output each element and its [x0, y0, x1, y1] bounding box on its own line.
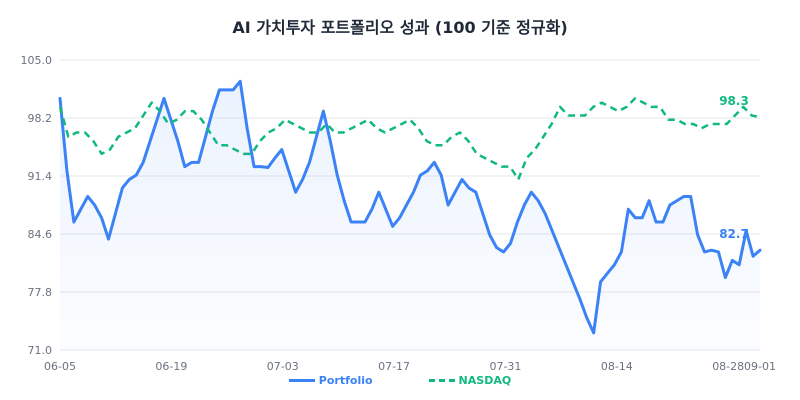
legend-item-nasdaq[interactable]: NASDAQ	[428, 374, 512, 387]
x-tick-label: 07-31	[489, 360, 521, 373]
y-axis-ticks: 71.0 77.8 84.6 91.4 98.2 105.0	[21, 54, 53, 357]
y-tick-label: 84.6	[28, 228, 53, 241]
legend-swatch-nasdaq	[428, 379, 455, 382]
end-labels: 82.7 98.3	[719, 94, 749, 241]
x-axis-ticks: 06-05 06-19 07-03 07-17 07-31 08-14 08-28 09-01	[44, 360, 776, 373]
y-tick-label: 98.2	[28, 112, 53, 125]
line-portfolio[interactable]	[58, 79, 762, 335]
y-tick-label: 77.8	[28, 286, 53, 299]
legend-label-portfolio: Portfolio	[318, 374, 373, 387]
x-tick-label: 08-14	[601, 360, 633, 373]
end-label-nasdaq: 98.3	[719, 94, 749, 108]
legend-item-portfolio[interactable]: Portfolio	[288, 374, 373, 387]
line-nasdaq[interactable]	[58, 97, 761, 181]
y-tick-label: 71.0	[28, 344, 53, 357]
x-tick-label: 07-03	[267, 360, 299, 373]
legend: Portfolio NASDAQ	[0, 374, 800, 387]
x-tick-label: 06-05	[44, 360, 76, 373]
y-tick-label: 91.4	[28, 170, 53, 183]
legend-swatch-portfolio	[288, 379, 315, 382]
x-tick-label: 08-28	[712, 360, 744, 373]
x-tick-label: 07-17	[378, 360, 410, 373]
x-tick-label: 09-01	[744, 360, 776, 373]
y-tick-label: 105.0	[21, 54, 53, 67]
legend-label-nasdaq: NASDAQ	[458, 374, 512, 387]
series-lines	[58, 79, 762, 335]
end-label-portfolio: 82.7	[719, 227, 749, 241]
chart-title: AI 가치투자 포트폴리오 성과 (100 기준 정규화)	[232, 18, 568, 37]
x-tick-label: 06-19	[155, 360, 187, 373]
